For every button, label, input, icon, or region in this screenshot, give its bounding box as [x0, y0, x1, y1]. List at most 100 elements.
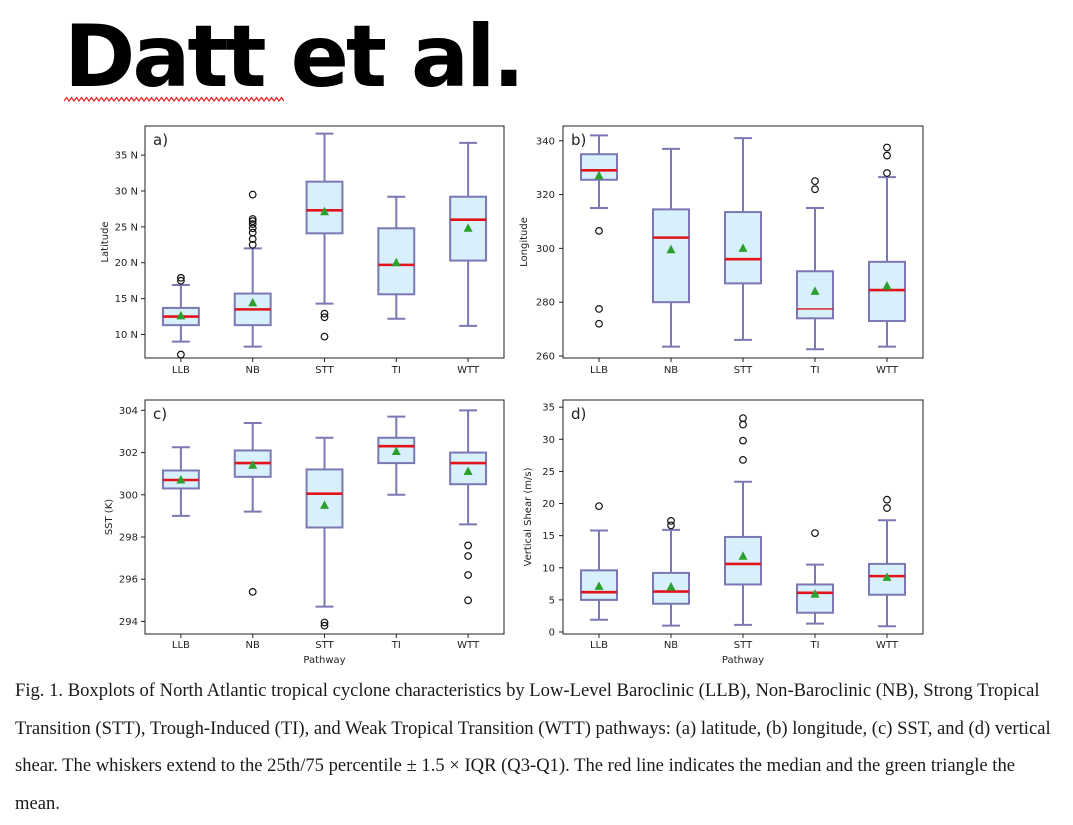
- outlier-point: [595, 319, 603, 328]
- outlier-point: [176, 273, 185, 282]
- panel-label: a): [153, 131, 168, 149]
- figure-caption: Fig. 1. Boxplots of North Atlantic tropi…: [15, 680, 1051, 814]
- y-tick-label: 15: [542, 531, 555, 542]
- mean-marker: [248, 297, 258, 307]
- mean-marker: [666, 582, 676, 591]
- x-tick-label: TI: [391, 365, 401, 376]
- x-tick-label: TI: [809, 365, 819, 376]
- chart-panel-2: b) 260 280 300 320 340 Longitude LLB NB STT TI WTT: [519, 125, 924, 376]
- y-tick-label: 294: [119, 617, 138, 628]
- x-tick-label: STT: [315, 640, 334, 651]
- y-axis-label: Vertical Shear (m/s): [523, 467, 534, 566]
- mean-marker: [810, 589, 820, 598]
- mean-marker: [738, 243, 748, 252]
- outlier-point: [464, 552, 473, 560]
- iqr-box: [724, 535, 762, 586]
- mean-marker: [391, 446, 401, 455]
- x-tick-label: WTT: [876, 365, 899, 376]
- y-tick-label: 30 N: [115, 186, 138, 197]
- y-tick-label: 260: [536, 352, 555, 363]
- panel-label: c): [153, 405, 167, 423]
- x-tick-label: WTT: [457, 365, 480, 376]
- box-stt: [724, 137, 762, 341]
- box-llb: [580, 134, 618, 328]
- x-tick-label: NB: [246, 365, 260, 376]
- outlier-point: [595, 226, 603, 235]
- x-tick-label: LLB: [590, 365, 608, 376]
- y-axis-label: SST (K): [104, 499, 115, 535]
- mean-marker: [320, 500, 329, 509]
- y-axis-label: Longitude: [519, 217, 530, 267]
- boxplot-figure: a) 10 N 15 N 20 N 25 N 30 N 35 N Latitude LLB NB S…: [100, 125, 924, 666]
- outlier-point: [595, 502, 603, 511]
- y-tick-label: 20 N: [115, 258, 138, 269]
- x-tick-label: NB: [664, 640, 678, 651]
- box-nb: [233, 190, 272, 348]
- outlier-point: [320, 621, 329, 630]
- outlier-point: [464, 541, 473, 550]
- mean-marker: [463, 466, 473, 476]
- box-wtt: [868, 143, 906, 348]
- box-nb: [233, 422, 272, 596]
- y-axis-label: Latitude: [100, 221, 111, 262]
- outlier-point: [883, 169, 891, 177]
- mean-marker: [738, 551, 748, 560]
- y-tick-label: 280: [536, 298, 555, 309]
- x-tick-label: NB: [664, 365, 678, 376]
- box-stt: [305, 436, 344, 630]
- outlier-point: [811, 529, 819, 537]
- headline: Datt et al.: [64, 7, 525, 107]
- outlier-point: [248, 215, 257, 223]
- outlier-point: [739, 420, 747, 429]
- y-tick-label: 302: [119, 448, 138, 459]
- outlier-point: [883, 151, 891, 160]
- outlier-point: [883, 143, 891, 152]
- iqr-box: [305, 468, 344, 529]
- mean-marker: [176, 475, 186, 484]
- x-tick-label: LLB: [172, 365, 190, 376]
- mean-marker: [320, 206, 329, 216]
- y-tick-label: 35 N: [115, 151, 138, 162]
- outlier-point: [739, 414, 747, 423]
- x-tick-label: STT: [315, 365, 334, 376]
- y-tick-label: 25: [542, 467, 555, 478]
- y-tick-label: 320: [536, 190, 555, 201]
- box-llb: [161, 446, 200, 517]
- x-tick-label: STT: [734, 365, 753, 376]
- y-tick-label: 304: [119, 406, 138, 417]
- mean-marker: [248, 460, 258, 469]
- y-tick-label: 25 N: [115, 222, 138, 233]
- outlier-point: [176, 276, 185, 285]
- box-ti: [796, 529, 834, 625]
- y-tick-label: 298: [119, 533, 138, 544]
- x-tick-label: TI: [809, 640, 819, 651]
- box-stt: [305, 132, 344, 341]
- outlier-point: [248, 228, 257, 237]
- y-tick-label: 340: [536, 136, 555, 147]
- outlier-point: [320, 313, 329, 322]
- outlier-point: [883, 495, 891, 504]
- chart-panel-1: a) 10 N 15 N 20 N 25 N 30 N 35 N Latitude LLB NB S…: [100, 125, 505, 376]
- outlier-point: [883, 504, 891, 512]
- box-ti: [796, 177, 834, 351]
- chart-panel-3: c) 294 296 298 300 302 304 SST (K) LLB NB STT TI WTT…: [104, 399, 505, 666]
- box-stt: [724, 414, 762, 626]
- box-ti: [377, 195, 416, 320]
- outlier-point: [739, 455, 747, 464]
- box-llb: [161, 273, 200, 359]
- y-tick-label: 35: [542, 403, 555, 414]
- x-axis-label: Pathway: [722, 655, 764, 666]
- y-tick-label: 15 N: [115, 294, 138, 305]
- spellcheck-underline: [64, 96, 285, 103]
- iqr-box: [796, 583, 834, 614]
- outlier-point: [667, 521, 675, 530]
- y-tick-label: 10 N: [115, 330, 138, 341]
- x-tick-label: LLB: [590, 640, 608, 651]
- outlier-point: [248, 190, 257, 199]
- outlier-point: [248, 587, 257, 596]
- x-tick-label: NB: [246, 640, 260, 651]
- mean-marker: [882, 572, 892, 581]
- x-tick-label: STT: [734, 640, 753, 651]
- outlier-point: [248, 220, 257, 228]
- mean-marker: [594, 581, 604, 590]
